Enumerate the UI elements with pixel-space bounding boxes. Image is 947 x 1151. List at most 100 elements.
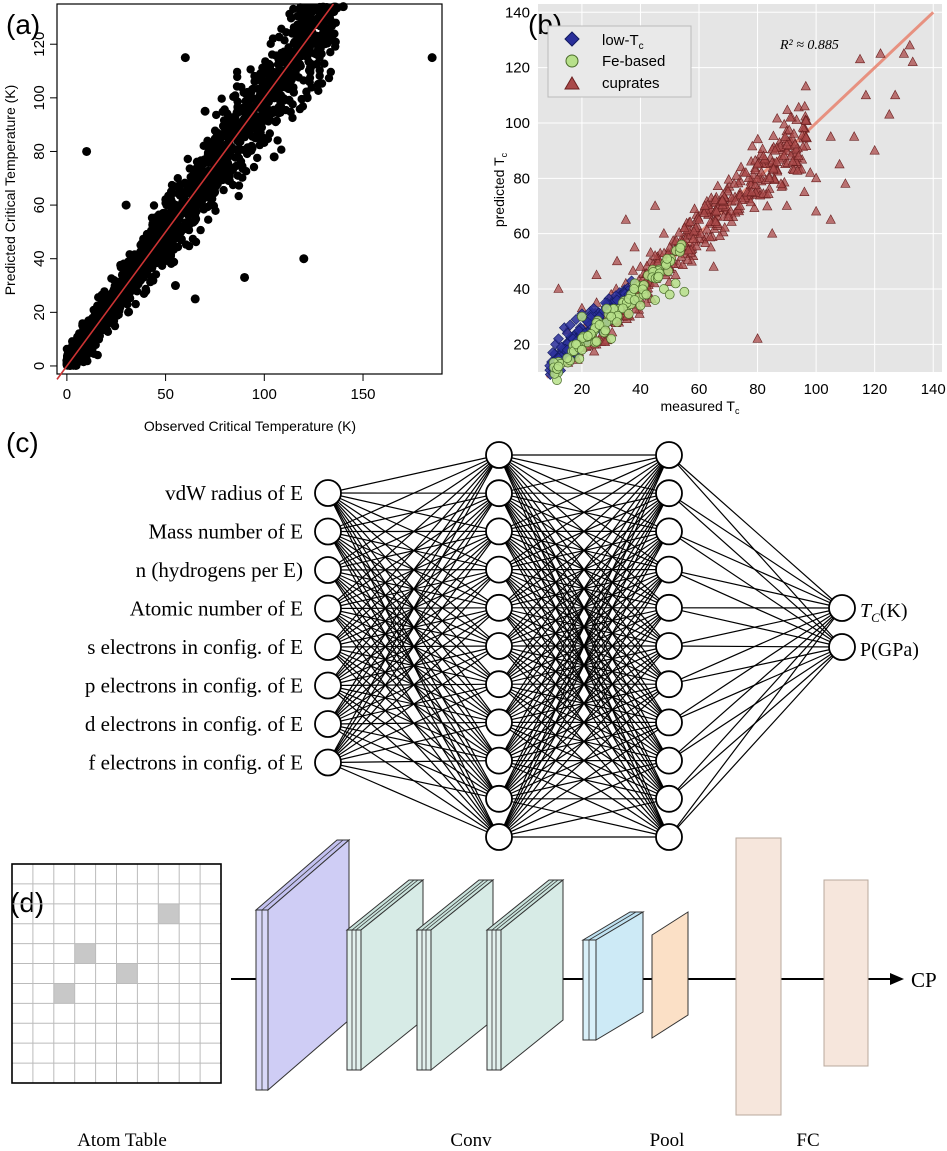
scatter-point [126, 287, 135, 297]
scatter-point [219, 185, 228, 195]
scatter-point [217, 94, 226, 103]
scatter-point [71, 357, 80, 366]
scatter-point [230, 120, 240, 130]
scatter-point [197, 163, 206, 172]
cuprate-point [811, 172, 822, 183]
cuprate-point [800, 131, 811, 142]
cuprate-point [749, 202, 760, 212]
connection [327, 454, 500, 648]
x-tick-label: 60 [691, 381, 708, 398]
scatter-point [331, 37, 340, 46]
conv-block-large [254, 838, 351, 1092]
hidden-node [655, 632, 683, 660]
hidden-node [485, 593, 513, 622]
cuprate-point [849, 131, 860, 141]
scatter-point [234, 191, 243, 201]
scatter-point [274, 60, 283, 69]
scatter-point [338, 2, 348, 12]
connection [327, 683, 500, 764]
scatter-point [298, 102, 308, 111]
cuprate-point [775, 178, 787, 188]
cuprate-point [693, 214, 705, 224]
y-tick-label: 140 [505, 4, 530, 21]
fe-based-point [601, 303, 612, 314]
caption-conv: Conv [450, 1130, 492, 1151]
cuprate-point [682, 254, 693, 264]
cuprate-point [763, 188, 774, 198]
scatter-point [141, 240, 151, 250]
scatter-point [212, 132, 221, 142]
x-tick-label: 100 [252, 386, 277, 403]
scatter-point [287, 75, 296, 84]
cuprate-point [811, 205, 822, 216]
scatter-point [207, 191, 216, 200]
input-label: n (hydrogens per E) [136, 558, 303, 582]
atom-cell-filled [74, 943, 96, 964]
connection [327, 569, 500, 763]
cuprate-point [792, 165, 803, 175]
hidden-node [485, 823, 513, 851]
connection [327, 645, 500, 763]
cuprate-point [789, 138, 801, 149]
fe-based-point [594, 320, 605, 330]
scatter-point [265, 78, 275, 88]
scatter-point [219, 129, 228, 139]
cuprate-point [746, 186, 757, 196]
connection [498, 531, 670, 838]
fc-block-small [823, 879, 869, 1067]
cuprate-point [731, 170, 742, 180]
fe-based-point [571, 339, 581, 350]
scatter-point [306, 36, 316, 46]
scatter-point [121, 200, 131, 210]
panel-d: (d) CP [10, 837, 937, 1151]
scatter-point [232, 67, 242, 77]
scatter-point [300, 17, 310, 26]
cuprate-point [904, 39, 915, 50]
connection [327, 454, 500, 686]
fe-based-point [641, 289, 652, 300]
atom-table-frame [11, 863, 222, 1084]
input-node [314, 556, 342, 584]
scatter-point [203, 202, 212, 212]
cuprate-point [747, 140, 758, 151]
cuprate-point [723, 211, 734, 221]
scatter-point [276, 102, 286, 111]
cuprate-point [689, 203, 700, 213]
low-tc-point [561, 327, 573, 339]
panel-b-ylabel: predicted Tc [491, 152, 509, 227]
scatter-point [233, 171, 242, 180]
connection [498, 454, 670, 609]
fe-based-point [577, 311, 587, 322]
cuprate-point [764, 172, 775, 183]
cuprate-point [767, 228, 778, 238]
scatter-point [218, 107, 227, 117]
caption-fc: FC [796, 1130, 819, 1151]
scatter-point [187, 202, 196, 211]
connection [668, 607, 843, 723]
panel-a-x-ticks: 0 50 100 150 [63, 374, 376, 403]
connection [327, 761, 500, 800]
connection [327, 492, 500, 763]
connection [668, 569, 843, 609]
hidden-node [655, 784, 683, 813]
y-tick-label: 20 [31, 304, 48, 321]
conv-block [415, 878, 495, 1072]
connection [498, 454, 670, 647]
cuprate-point [712, 180, 723, 191]
scatter-point [277, 145, 286, 154]
cuprate-point [772, 112, 783, 123]
cuprate-point [679, 222, 690, 232]
panel-b-xlabel: measured Tc [661, 398, 740, 416]
cuprate-point [726, 216, 737, 226]
connection [498, 454, 670, 494]
y-tick-label: 120 [31, 32, 48, 57]
caption-atom-table: Atom Table [77, 1130, 167, 1151]
y-tick-label: 120 [505, 60, 530, 77]
y-tick-label: 20 [513, 336, 530, 353]
x-tick-label: 20 [574, 381, 591, 398]
connection [327, 761, 500, 838]
scatter-point [212, 110, 221, 120]
scatter-point [250, 132, 260, 141]
cuprate-point [701, 224, 713, 234]
